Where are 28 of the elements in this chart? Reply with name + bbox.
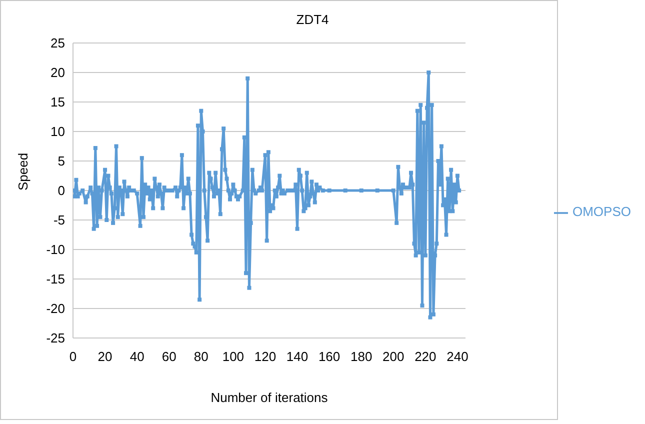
y-tick-label: -5 [53, 212, 65, 228]
y-tick-label: -20 [46, 301, 65, 316]
y-tick-label: 10 [50, 124, 65, 140]
y-tick-label: -15 [46, 272, 65, 287]
x-tick-label: 220 [414, 349, 436, 364]
x-axis-title: Number of iterations [210, 390, 328, 405]
chart-title: ZDT4 [295, 12, 330, 27]
x-tick-label: 60 [162, 349, 176, 364]
x-tick-label: 140 [286, 349, 308, 364]
x-tick-label: 0 [69, 349, 77, 364]
y-tick-label: 20 [50, 65, 65, 80]
x-tick-label: 200 [382, 349, 404, 364]
y-tick-label: 0 [58, 183, 65, 198]
x-tick-label: 100 [222, 349, 244, 364]
x-tick-label: 40 [130, 349, 144, 364]
y-tick-label: 15 [50, 94, 65, 110]
legend-label: OMOPSO [572, 204, 631, 220]
y-axis-title: Speed [16, 152, 31, 190]
y-tick-label: -25 [46, 330, 65, 346]
x-tick-label: 20 [98, 349, 112, 364]
y-tick-label: -10 [46, 242, 65, 258]
x-tick-label: 240 [446, 349, 468, 364]
x-tick-label: 80 [194, 349, 208, 364]
x-tick-label: 180 [350, 349, 372, 364]
y-tick-label: 25 [50, 36, 65, 51]
x-tick-label: 160 [318, 349, 340, 364]
x-tick-label: 120 [254, 349, 276, 364]
y-tick-label: 5 [58, 154, 65, 169]
